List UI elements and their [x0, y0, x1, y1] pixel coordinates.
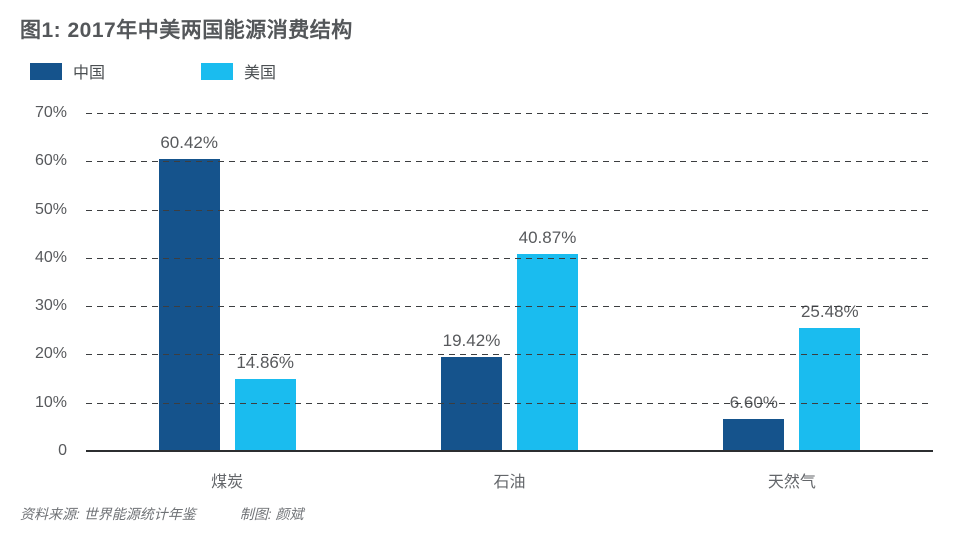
bar-slot-china: 19.42%	[440, 113, 502, 451]
bar-value-label: 60.42%	[160, 133, 218, 153]
bar-slot-china: 60.42%	[158, 113, 220, 451]
x-category-label: 石油	[493, 474, 526, 491]
bar-value-label: 19.42%	[442, 331, 501, 351]
legend-swatch-usa	[201, 62, 234, 80]
footer-credit: 制图: 颜斌	[239, 506, 304, 522]
footer: 资料来源: 世界能源统计年鉴 制图: 颜斌	[20, 504, 304, 524]
footer-source: 资料来源: 世界能源统计年鉴	[20, 506, 196, 522]
bar-value-label: 6.60%	[729, 393, 778, 413]
legend: 中国 美国	[30, 59, 276, 83]
y-tick-label: 50%	[34, 200, 67, 218]
y-tick-label: 60%	[34, 152, 67, 170]
plot-area: 60.42% 14.86% 19.42% 40.87% 6.60% 25.48%	[86, 113, 933, 452]
bar-usa	[516, 253, 578, 451]
bar-group-1: 19.42% 40.87%	[368, 113, 650, 451]
bar-usa	[799, 327, 861, 451]
x-axis-labels: 煤炭 石油 天然气	[86, 468, 933, 492]
bar-usa	[234, 379, 296, 451]
bar-value-label: 25.48%	[800, 301, 859, 321]
y-tick-label: 30%	[34, 297, 67, 315]
chart-title: 图1: 2017年中美两国能源消费结构	[20, 19, 353, 42]
bar-china	[440, 357, 502, 451]
y-tick-label: 20%	[34, 345, 67, 363]
gridline-dashed	[86, 161, 933, 163]
bar-slot-china: 6.60%	[723, 113, 785, 451]
gridline-dashed	[86, 113, 933, 114]
y-tick-label: 0	[58, 442, 67, 459]
gridline-dashed	[86, 402, 933, 404]
x-category-label: 煤炭	[211, 474, 244, 491]
bar-value-label: 40.87%	[518, 227, 577, 247]
bar-groups: 60.42% 14.86% 19.42% 40.87% 6.60% 25.48%	[86, 113, 933, 451]
legend-item-china: 中国	[30, 59, 105, 83]
x-axis-baseline	[86, 450, 933, 452]
bar-china	[158, 159, 220, 451]
gridline-dashed	[86, 354, 933, 356]
legend-label-usa: 美国	[244, 65, 277, 82]
y-tick-label: 10%	[34, 393, 67, 411]
x-category-label: 天然气	[767, 474, 816, 491]
bar-slot-usa: 25.48%	[799, 113, 861, 451]
legend-item-usa: 美国	[201, 59, 276, 83]
bar-slot-usa: 40.87%	[516, 113, 578, 451]
legend-label-china: 中国	[73, 65, 106, 82]
bar-china	[723, 419, 785, 451]
bar-group-0: 60.42% 14.86%	[86, 113, 368, 451]
bar-value-label: 14.86%	[236, 353, 294, 373]
gridline-dashed	[86, 209, 933, 211]
gridline-dashed	[86, 257, 933, 259]
bar-slot-usa: 14.86%	[234, 113, 296, 451]
y-tick-label: 70%	[34, 104, 67, 121]
y-axis: 70% 60% 50% 40% 30% 20% 10% 0	[0, 104, 67, 459]
bar-group-2: 6.60% 25.48%	[651, 113, 933, 451]
y-tick-label: 40%	[34, 248, 67, 266]
gridline-dashed	[86, 306, 933, 308]
legend-swatch-china	[30, 62, 62, 80]
